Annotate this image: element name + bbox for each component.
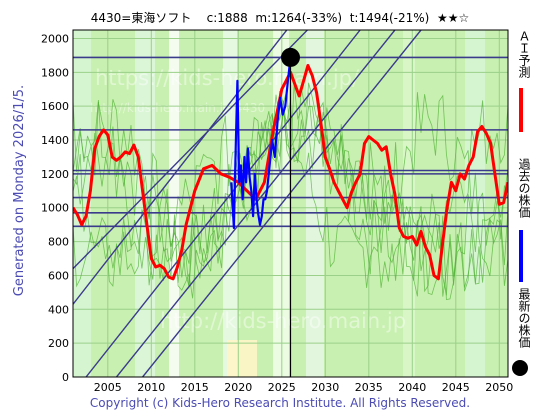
- x-tick-label: 2035: [355, 381, 383, 394]
- legend-latest-price-label: 最新の株価: [517, 288, 531, 348]
- y-tick-label: 1000: [41, 202, 69, 215]
- past-price-line: [230, 57, 292, 230]
- legend-blue-line: [519, 230, 523, 282]
- x-tick-label: 2005: [94, 381, 122, 394]
- trend-channel-line: [73, 30, 288, 305]
- x-tick-label: 2010: [137, 381, 165, 394]
- background-band: [169, 30, 179, 377]
- legend-past-price-label: 過去の株価: [517, 158, 531, 218]
- plot-frame: [72, 29, 509, 378]
- x-tick-label: 2045: [442, 381, 470, 394]
- background-band: [73, 30, 91, 377]
- trend-channel-line: [142, 30, 422, 377]
- copyright-footer: Copyright (c) Kids-Hero Research Institu…: [89, 396, 471, 410]
- legend-ai-forecast: ＡＩ予測: [510, 30, 544, 132]
- background-band: [465, 30, 485, 377]
- y-tick-label: 1200: [41, 168, 69, 181]
- header-mid: m:1264(-33%): [255, 11, 343, 25]
- x-tick-label: 2030: [311, 381, 339, 394]
- y-tick-label: 1400: [41, 134, 69, 147]
- latest-price-dot: [281, 47, 300, 67]
- x-tick-label: 2020: [224, 381, 252, 394]
- y-tick-label: 800: [48, 236, 69, 249]
- y-tick-label: 1600: [41, 100, 69, 113]
- trend-channel-line: [115, 30, 396, 377]
- y-tick-label: 0: [62, 371, 69, 384]
- background-band: [227, 340, 257, 377]
- legend: ＡＩ予測 過去の株価 最新の株価: [510, 30, 544, 380]
- y-tick-label: 1800: [41, 66, 69, 79]
- y-tick-label: 600: [48, 269, 69, 282]
- x-tick-label: 2040: [398, 381, 426, 394]
- legend-red-line: [519, 88, 523, 132]
- header-current: c:1888: [206, 11, 248, 25]
- y-tick-label: 200: [48, 337, 69, 350]
- header-code-name: 4430=東海ソフト: [90, 11, 192, 25]
- ai-forecast-line: [73, 64, 508, 281]
- x-tick-label: 2015: [181, 381, 209, 394]
- legend-past-price: 過去の株価: [510, 158, 544, 286]
- legend-black-dot: [512, 360, 528, 376]
- y-tick-label: 400: [48, 303, 69, 316]
- header-target: t:1494(-21%): [349, 11, 430, 25]
- x-tick-label: 2025: [268, 381, 296, 394]
- legend-latest-price: 最新の株価: [510, 288, 544, 378]
- watermark-top-small: http://kids-hero.main.jp/4430: [90, 101, 265, 115]
- background-band: [223, 30, 237, 377]
- y-tick-label: 2000: [41, 32, 69, 45]
- watermark-bottom: http://kids-hero.main.jp: [160, 309, 406, 333]
- chart-header: 4430=東海ソフト c:1888 m:1264(-33%) t:1494(-2…: [0, 9, 560, 26]
- header-stars: ★★☆: [437, 11, 470, 25]
- x-tick-label: 2050: [485, 381, 513, 394]
- legend-ai-forecast-label: ＡＩ予測: [517, 30, 531, 78]
- watermark-top: https://kids-hero.main.jp/: [95, 66, 360, 90]
